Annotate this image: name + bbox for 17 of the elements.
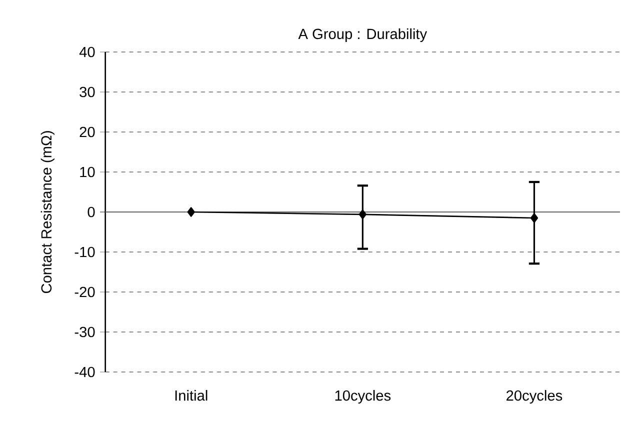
y-tick-label: -40 xyxy=(74,366,95,378)
y-tick-label: 40 xyxy=(79,46,95,58)
y-tick-label: 10 xyxy=(80,166,95,178)
y-tick-label: -30 xyxy=(74,326,95,338)
x-tick-label: 10cycles xyxy=(335,390,391,404)
point xyxy=(187,207,195,217)
point xyxy=(530,213,538,223)
y-tick-label: -20 xyxy=(74,286,95,298)
y-axis-title: Contact Resistance (mΩ) xyxy=(40,131,54,294)
x-tick-label: 20cycles xyxy=(506,390,562,404)
x-tick-label: Initial xyxy=(175,390,208,401)
y-tick-label: -10 xyxy=(74,246,95,258)
y-tick-label: 30 xyxy=(80,86,95,98)
y-tick-label: 20 xyxy=(80,126,95,138)
point xyxy=(358,209,367,220)
y-tick-label: 0 xyxy=(88,206,95,218)
chart-title: A Group : Durability xyxy=(298,28,428,42)
